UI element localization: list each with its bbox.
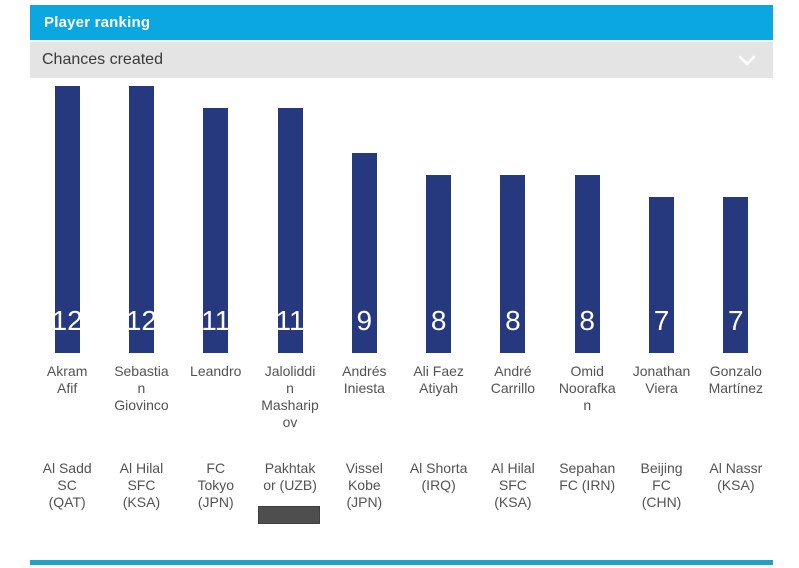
- team-name-cell: FC Tokyo (JPN): [179, 460, 253, 511]
- bar-value-label: 11: [275, 305, 305, 336]
- player-name-cell: André Carrillo: [476, 363, 550, 431]
- player-name: Jaloliddin Masharipov: [261, 363, 319, 430]
- player-name: Leandro: [190, 363, 242, 379]
- player-name-cell: Andrés Iniesta: [327, 363, 401, 431]
- team-name: Al Nassr (KSA): [709, 460, 763, 493]
- player-name: André Carrillo: [490, 363, 536, 396]
- chart-column: 12: [104, 78, 178, 353]
- team-name-cell: Al Nassr (KSA): [699, 460, 773, 511]
- horizontal-scrollbar-thumb[interactable]: [258, 506, 320, 524]
- player-name-cell: Jaloliddin Masharipov: [253, 363, 327, 431]
- bar-value-label: 7: [653, 305, 670, 336]
- chart-column: 8: [401, 78, 475, 353]
- team-name: Al Shorta (IRQ): [409, 460, 468, 493]
- chart-column: 11: [253, 78, 327, 353]
- team-name-cell: Vissel Kobe (JPN): [327, 460, 401, 511]
- bar[interactable]: 8: [500, 175, 526, 353]
- team-name-cell: Pakhtakor (UZB): [253, 460, 327, 511]
- team-name: FC Tokyo (JPN): [197, 460, 235, 510]
- team-name: Pakhtakor (UZB): [263, 460, 317, 493]
- metric-dropdown-selected: Chances created: [42, 51, 163, 68]
- player-name-cell: Gonzalo Martínez: [699, 363, 773, 431]
- widget-header: Player ranking: [30, 5, 773, 40]
- player-name: Jonathan Viera: [632, 363, 691, 396]
- team-name-cell: Al Shorta (IRQ): [401, 460, 475, 511]
- widget-title: Player ranking: [44, 14, 151, 31]
- bar[interactable]: 11: [201, 108, 231, 353]
- team-name: Al Sadd SC (QAT): [42, 460, 92, 510]
- player-name-cell: Ali Faez Atiyah: [401, 363, 475, 431]
- bar-value-label: 8: [579, 305, 596, 336]
- chart-column: 8: [476, 78, 550, 353]
- bar-value-label: 12: [125, 305, 158, 336]
- team-name-cell: Al Hilal SFC (KSA): [104, 460, 178, 511]
- team-name-cell: Al Hilal SFC (KSA): [476, 460, 550, 511]
- player-name: Ali Faez Atiyah: [413, 363, 464, 396]
- team-name: Al Hilal SFC (KSA): [119, 460, 164, 510]
- bar[interactable]: 8: [426, 175, 452, 353]
- team-name: Al Hilal SFC (KSA): [491, 460, 535, 510]
- player-name: Andrés Iniesta: [342, 363, 387, 396]
- player-name-cell: Akram Afif: [30, 363, 104, 431]
- bar-value-label: 7: [728, 305, 744, 336]
- player-names-row: Akram Afif Sebastian Giovinco Leandro Jalol…: [30, 363, 773, 431]
- chart-column: 12: [30, 78, 104, 353]
- chevron-down-icon: [735, 48, 759, 72]
- bar-value-label: 11: [201, 305, 231, 336]
- chart-column: 8: [550, 78, 624, 353]
- bottom-accent-line: [30, 560, 773, 565]
- chart-column: 7: [624, 78, 698, 353]
- team-name: Beijing FC (CHN): [640, 460, 683, 510]
- team-name: Vissel Kobe (JPN): [345, 460, 383, 510]
- bar-value-label: 8: [505, 305, 521, 336]
- bar[interactable]: 8: [574, 175, 600, 353]
- player-name: Omid Noorafkan: [558, 363, 616, 413]
- bar[interactable]: 12: [125, 86, 158, 353]
- bar[interactable]: 7: [649, 197, 675, 353]
- player-name-cell: Omid Noorafkan: [550, 363, 624, 431]
- player-name: Gonzalo Martínez: [708, 363, 764, 396]
- player-name: Sebastian Giovinco: [114, 363, 169, 413]
- chart-column: 7: [699, 78, 773, 353]
- player-name-cell: Sebastian Giovinco: [104, 363, 178, 431]
- team-name: Sepahan FC (IRN): [559, 460, 616, 493]
- team-names-row: Al Sadd SC (QAT) Al Hilal SFC (KSA) FC Tok…: [30, 460, 773, 511]
- bar[interactable]: 12: [51, 86, 83, 353]
- bar[interactable]: 11: [275, 108, 305, 353]
- bar-chart: 12 12 11 11 9 8 8 8 7 7: [30, 78, 773, 353]
- team-name-cell: Beijing FC (CHN): [624, 460, 698, 511]
- team-name-cell: Al Sadd SC (QAT): [30, 460, 104, 511]
- metric-dropdown[interactable]: Chances created: [30, 42, 773, 78]
- chart-column: 9: [327, 78, 401, 353]
- player-name-cell: Leandro: [179, 363, 253, 431]
- chart-column: 11: [179, 78, 253, 353]
- bar-value-label: 9: [356, 305, 373, 336]
- bar-value-label: 8: [430, 305, 447, 336]
- bar[interactable]: 9: [351, 153, 377, 353]
- team-name-cell: Sepahan FC (IRN): [550, 460, 624, 511]
- player-name-cell: Jonathan Viera: [624, 363, 698, 431]
- bar-value-label: 12: [51, 305, 83, 336]
- player-name: Akram Afif: [46, 363, 88, 396]
- bar[interactable]: 7: [723, 197, 749, 353]
